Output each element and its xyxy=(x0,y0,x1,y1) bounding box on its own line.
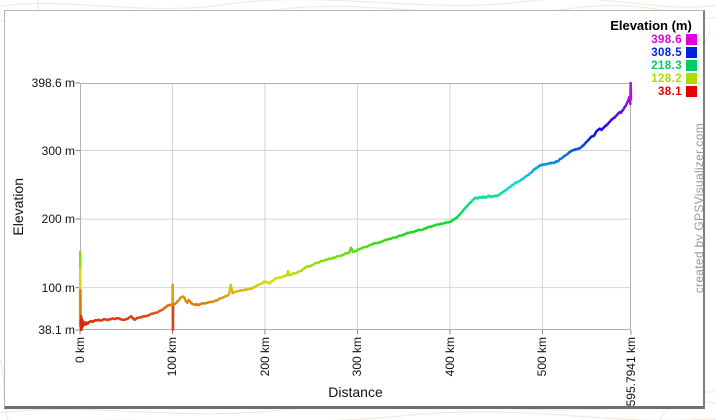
legend-value-label: 38.1 xyxy=(658,85,682,98)
legend-entry: 398.6 xyxy=(603,33,699,46)
y-tick-label: 100 m xyxy=(41,280,75,295)
legend-color-swatch xyxy=(686,34,697,45)
elevation-profile-line xyxy=(78,81,633,332)
legend-entry: 128.2 xyxy=(603,72,699,85)
x-tick-label: 400 km xyxy=(442,337,457,377)
elevation-profile-chart: Elevation Distance Elevation (m) 398.6 30… xyxy=(4,10,706,409)
credit-wrap: created by GPSVisualizer.com xyxy=(691,11,706,406)
legend-value-label: 398.6 xyxy=(651,33,682,46)
legend-color-swatch xyxy=(686,73,697,84)
x-tick-label: 100 km xyxy=(165,337,180,377)
legend-rows: 398.6 308.5 218.3 128.2 38.1 xyxy=(603,33,699,98)
credit-text: created by GPSVisualizer.com xyxy=(691,123,706,294)
legend-color-swatch xyxy=(686,60,697,71)
y-axis-title: Elevation xyxy=(10,177,26,236)
x-tick-label: 500 km xyxy=(535,337,550,377)
legend-value-label: 128.2 xyxy=(651,72,682,85)
legend-entry: 308.5 xyxy=(603,46,699,59)
legend-title: Elevation (m) xyxy=(610,18,692,33)
legend-entry: 38.1 xyxy=(603,85,699,98)
legend-value-label: 308.5 xyxy=(651,46,682,59)
x-tick-label: 595.7941 km xyxy=(624,337,638,407)
x-tick-label: 0 km xyxy=(73,337,87,364)
y-tick-label: 398.6 m xyxy=(31,76,75,90)
x-axis-title: Distance xyxy=(328,384,383,400)
legend-entry: 218.3 xyxy=(603,59,699,72)
x-tick-label: 300 km xyxy=(350,337,365,377)
plot-border xyxy=(80,83,631,330)
legend-color-swatch xyxy=(686,86,697,97)
x-tick-label: 200 km xyxy=(257,337,272,377)
legend: Elevation (m) 398.6 308.5 218.3 128.2 38.1 xyxy=(603,18,699,98)
y-tick-label: 300 m xyxy=(41,143,75,158)
elevation-profile-plot xyxy=(75,81,633,335)
y-tick-label: 200 m xyxy=(41,212,75,227)
plot-area xyxy=(75,81,633,335)
legend-value-label: 218.3 xyxy=(651,59,682,72)
legend-color-swatch xyxy=(686,47,697,58)
y-tick-label: 38.1 m xyxy=(38,323,75,337)
